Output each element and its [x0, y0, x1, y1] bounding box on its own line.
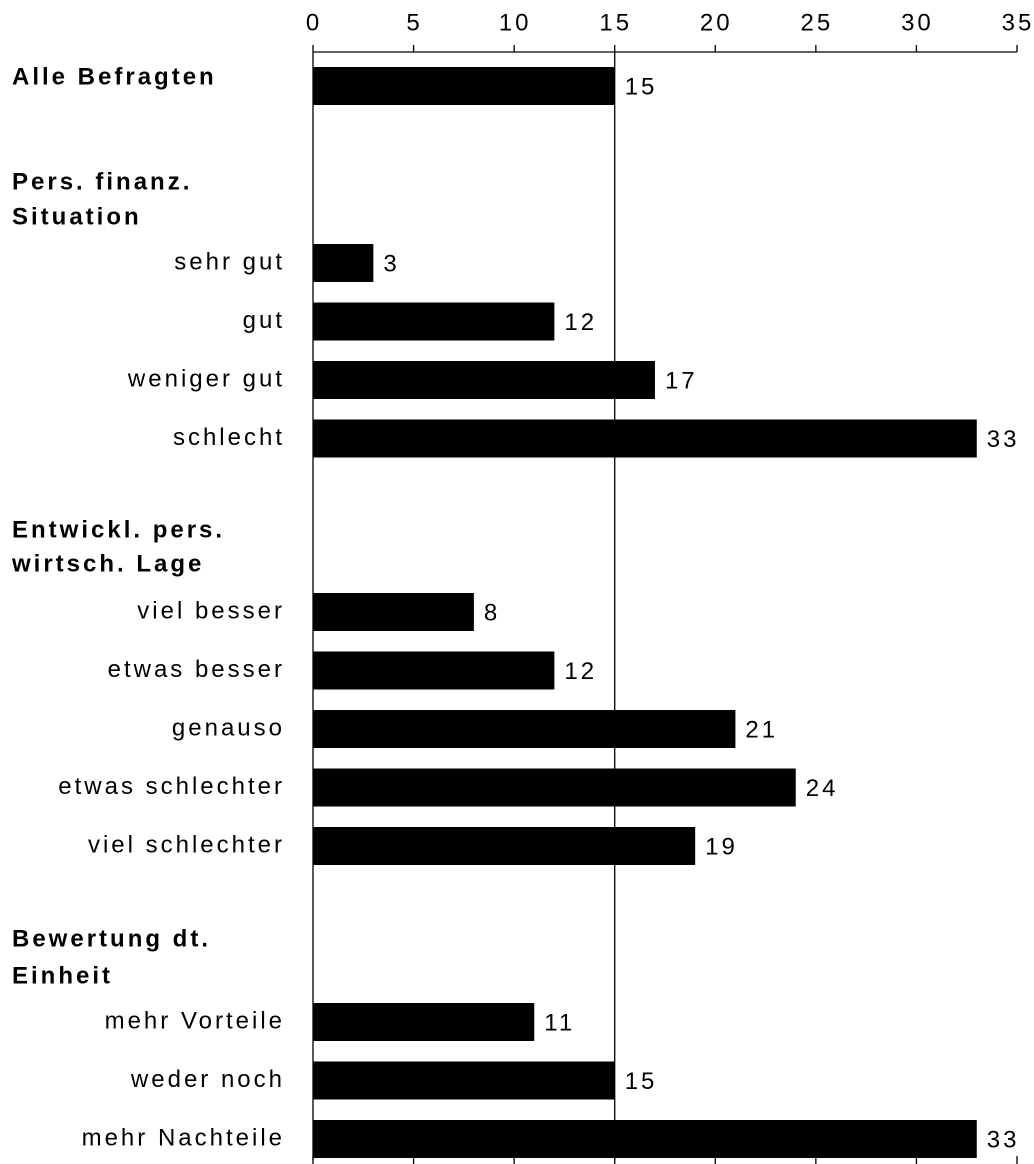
value-label: 33: [987, 426, 1020, 453]
value-label: 12: [564, 658, 597, 685]
group-title: Einheit: [12, 962, 113, 989]
value-label: 8: [484, 599, 500, 626]
bar: [313, 827, 696, 865]
group-title: Situation: [12, 203, 142, 230]
x-tick-label: 35: [1002, 9, 1034, 36]
x-tick-label: 0: [306, 9, 322, 36]
category-label: etwas schlechter: [58, 773, 285, 800]
category-label: schlecht: [173, 424, 285, 451]
bar: [313, 244, 374, 282]
value-label: 3: [383, 250, 399, 277]
group-title: Alle Befragten: [12, 63, 217, 90]
value-label: 15: [625, 73, 658, 100]
bar: [313, 1120, 977, 1158]
bar: [313, 768, 796, 807]
bar: [313, 651, 555, 690]
category-label: weniger gut: [127, 365, 285, 392]
category-label: viel besser: [137, 597, 285, 624]
bar: [313, 1003, 535, 1041]
category-label: weder noch: [130, 1066, 285, 1093]
bar: [313, 710, 736, 748]
value-label: 21: [745, 716, 778, 743]
bar: [313, 302, 555, 341]
value-label: 15: [625, 1068, 658, 1095]
x-tick-label: 5: [406, 9, 422, 36]
bar: [313, 593, 474, 631]
category-label: mehr Vorteile: [105, 1007, 285, 1034]
x-tick-label: 20: [700, 9, 733, 36]
value-label: 24: [806, 775, 839, 802]
value-label: 17: [665, 367, 698, 394]
category-label: etwas besser: [108, 656, 285, 683]
group-title: wirtsch. Lage: [11, 550, 204, 577]
group-title: Bewertung dt.: [12, 925, 211, 952]
x-tick-label: 15: [599, 9, 632, 36]
category-label: gut: [243, 307, 285, 334]
category-label: viel schlechter: [88, 831, 285, 858]
x-tick-label: 10: [499, 9, 532, 36]
group-title: Pers. finanz.: [12, 168, 192, 195]
bar: [313, 361, 655, 399]
group-title: Entwickl. pers.: [12, 516, 225, 543]
value-label: 19: [705, 833, 738, 860]
bar: [313, 419, 977, 458]
bar: [313, 1061, 615, 1100]
x-tick-label: 25: [801, 9, 834, 36]
category-label: genauso: [172, 714, 285, 741]
value-label: 33: [987, 1126, 1020, 1153]
bar: [313, 67, 615, 105]
category-label: sehr gut: [174, 248, 285, 275]
x-tick-label: 30: [901, 9, 934, 36]
value-label: 12: [564, 309, 597, 336]
value-label: 11: [544, 1009, 575, 1036]
category-label: mehr Nachteile: [82, 1124, 285, 1151]
